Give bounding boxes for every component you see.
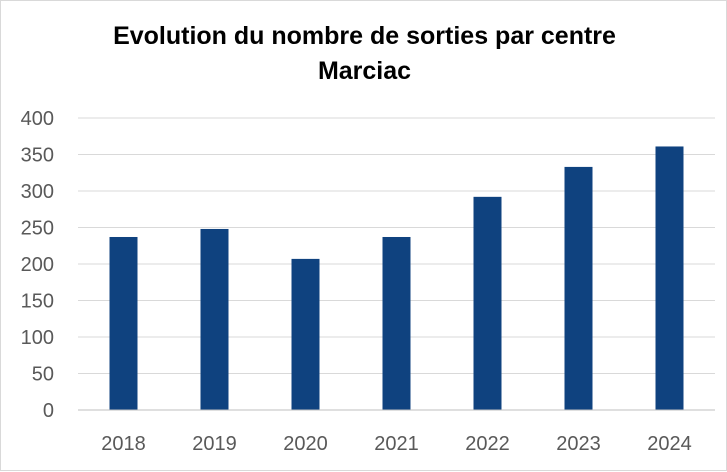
y-tick-label: 200 xyxy=(21,254,54,276)
x-tick-label: 2023 xyxy=(556,433,601,455)
y-tick-label: 100 xyxy=(21,327,54,349)
y-tick-label: 300 xyxy=(21,181,54,203)
bar-2019 xyxy=(200,228,229,410)
bars xyxy=(109,146,684,410)
bar-2024 xyxy=(655,146,684,410)
bar-2021 xyxy=(382,236,411,410)
y-tick-label: 350 xyxy=(21,145,54,167)
bar-2018 xyxy=(109,236,138,410)
chart-title: Evolution du nombre de sorties par centr… xyxy=(113,22,616,50)
y-tick-label: 0 xyxy=(43,400,54,422)
x-tick-label: 2021 xyxy=(374,433,419,455)
y-tick-label: 50 xyxy=(32,364,54,386)
chart-title-block: Evolution du nombre de sorties par centr… xyxy=(1,19,727,89)
y-axis-tick-labels: 0 50 100 150 200 250 300 350 400 xyxy=(21,108,54,422)
x-tick-label: 2018 xyxy=(101,433,146,455)
y-tick-label: 400 xyxy=(21,108,54,130)
chart-subtitle: Marciac xyxy=(317,57,412,85)
x-tick-label: 2020 xyxy=(283,433,328,455)
x-tick-label: 2019 xyxy=(192,433,237,455)
x-axis-tick-labels: 2018 2019 2020 2021 2022 2023 2024 xyxy=(101,433,692,455)
x-tick-label: 2024 xyxy=(647,433,692,455)
y-tick-label: 150 xyxy=(21,291,54,313)
x-tick-label: 2022 xyxy=(465,433,510,455)
bar-2020 xyxy=(291,258,320,410)
bar-2023 xyxy=(564,166,593,410)
y-tick-label: 250 xyxy=(21,218,54,240)
bar-2022 xyxy=(473,196,502,410)
